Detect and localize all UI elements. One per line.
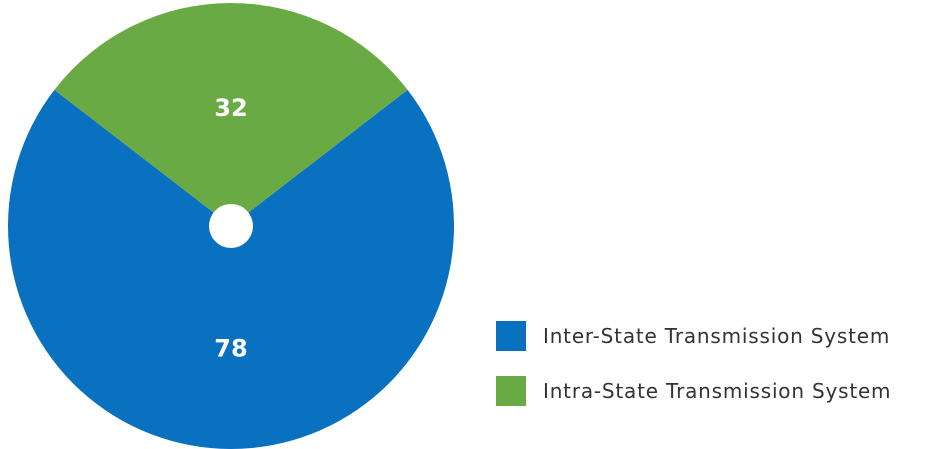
pie-data-labels: 78 32 [214,94,247,363]
pie-slice-inter-state [8,89,455,449]
legend-swatch-inter-state [496,321,526,351]
pie-slices [8,2,455,449]
center-hole [209,204,253,248]
pie-slice-intra-state [54,2,408,227]
legend-item-intra-state: Intra-State Transmission System [496,375,936,407]
data-label-inter-state: 78 [214,335,247,363]
legend-item-inter-state: Inter-State Transmission System [496,320,936,352]
legend-label-intra-state: Intra-State Transmission System [543,379,892,403]
legend-label-inter-state: Inter-State Transmission System [543,324,891,348]
legend: Inter-State Transmission System Intra-St… [496,320,936,430]
data-label-intra-state: 32 [214,94,247,122]
legend-swatch-intra-state [496,376,526,406]
